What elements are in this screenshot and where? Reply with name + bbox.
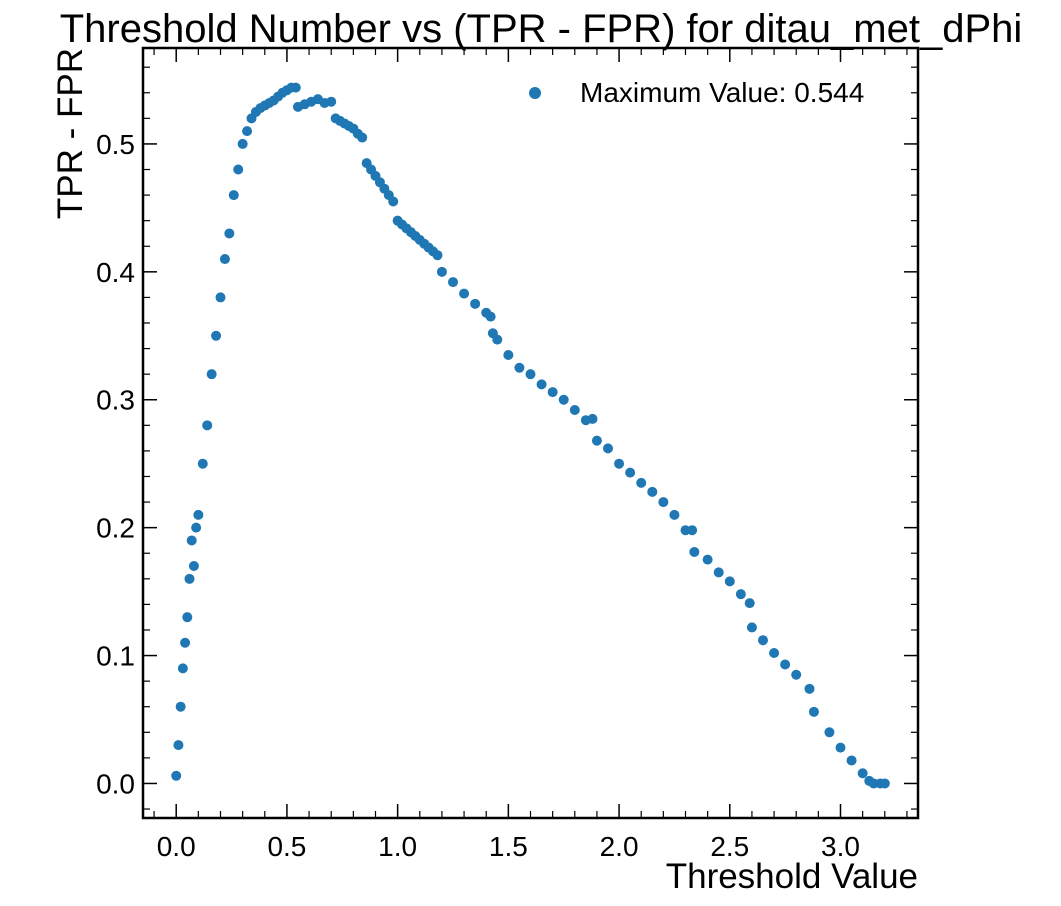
- data-point: [197, 458, 208, 469]
- axis-ticks: 0.0 0.5 1.0 1.5 2.0 2.5 3.0 0.0 0.1 0.2 0.3 0.4 0.5: [96, 48, 918, 862]
- data-point: [290, 82, 301, 93]
- data-point: [735, 589, 746, 600]
- x-axis-label: Threshold Value: [666, 857, 918, 896]
- y-tick-label: 0.3: [96, 385, 135, 416]
- x-tick-label: 1.0: [378, 831, 417, 862]
- data-point: [503, 349, 514, 360]
- data-point: [713, 567, 724, 578]
- data-point: [171, 770, 182, 781]
- x-tick-label: 3.0: [821, 831, 860, 862]
- data-point: [228, 190, 239, 201]
- data-point: [432, 250, 443, 261]
- data-point: [206, 369, 217, 380]
- data-point: [744, 598, 755, 609]
- data-point: [215, 292, 226, 303]
- x-tick-label: 2.5: [710, 831, 749, 862]
- data-point: [591, 435, 602, 446]
- data-point: [470, 298, 481, 309]
- x-tick-label: 2.0: [600, 831, 639, 862]
- scatter-points: [171, 82, 890, 789]
- data-point: [492, 334, 503, 345]
- y-tick-label: 0.4: [96, 257, 135, 288]
- data-point: [857, 768, 868, 779]
- data-point: [702, 554, 713, 565]
- data-point: [647, 486, 658, 497]
- data-point: [177, 663, 188, 674]
- legend-label: Maximum Value: 0.544: [580, 77, 864, 108]
- data-point: [184, 573, 195, 584]
- data-point: [388, 196, 399, 207]
- data-point: [180, 637, 191, 648]
- data-point: [808, 706, 819, 717]
- data-point: [689, 546, 700, 557]
- data-point: [824, 727, 835, 738]
- data-point: [459, 288, 470, 299]
- data-point: [525, 369, 536, 380]
- data-point: [326, 96, 337, 107]
- data-point: [536, 379, 547, 390]
- data-point: [769, 648, 780, 658]
- data-point: [202, 420, 213, 431]
- data-point: [485, 311, 496, 322]
- data-point: [237, 138, 248, 149]
- data-point: [436, 266, 447, 277]
- y-tick-label: 0.0: [96, 768, 135, 799]
- plot-frame: [141, 46, 920, 820]
- legend-marker: [529, 87, 541, 99]
- chart-title: Threshold Number vs (TPR - FPR) for dita…: [60, 7, 1023, 51]
- data-point: [514, 362, 525, 373]
- data-point: [724, 576, 735, 587]
- data-point: [658, 497, 669, 508]
- data-point: [448, 277, 458, 288]
- data-point: [547, 387, 558, 398]
- data-point: [791, 669, 802, 680]
- y-tick-label: 0.5: [96, 129, 135, 160]
- data-point: [357, 132, 368, 143]
- data-point: [687, 525, 698, 536]
- y-tick-label: 0.2: [96, 513, 135, 544]
- data-point: [242, 126, 253, 137]
- data-point: [669, 509, 680, 520]
- data-point: [879, 778, 890, 789]
- data-point: [173, 740, 184, 751]
- data-point: [846, 755, 857, 766]
- data-point: [587, 413, 598, 424]
- data-point: [780, 659, 791, 670]
- data-point: [746, 622, 757, 633]
- y-tick-label: 0.1: [96, 641, 135, 672]
- data-point: [614, 458, 625, 469]
- data-point: [186, 535, 197, 546]
- x-tick-label: 1.5: [489, 831, 528, 862]
- data-point: [175, 701, 186, 712]
- data-point: [219, 254, 230, 265]
- data-point: [835, 742, 846, 753]
- data-point: [625, 467, 636, 478]
- data-point: [224, 228, 235, 239]
- x-tick-label: 0.5: [267, 831, 306, 862]
- y-axis-label: TPR - FPR: [51, 48, 90, 219]
- data-point: [233, 164, 244, 175]
- data-point: [636, 477, 647, 488]
- data-point: [182, 612, 193, 623]
- data-point: [603, 443, 613, 454]
- data-point: [191, 522, 202, 533]
- data-point: [188, 561, 199, 572]
- data-point: [211, 330, 222, 341]
- data-point: [804, 683, 815, 694]
- data-point: [758, 635, 768, 646]
- data-point: [558, 394, 569, 405]
- data-point: [193, 509, 204, 520]
- data-point: [569, 404, 580, 415]
- legend: Maximum Value: 0.544: [529, 77, 864, 108]
- x-tick-label: 0.0: [157, 831, 196, 862]
